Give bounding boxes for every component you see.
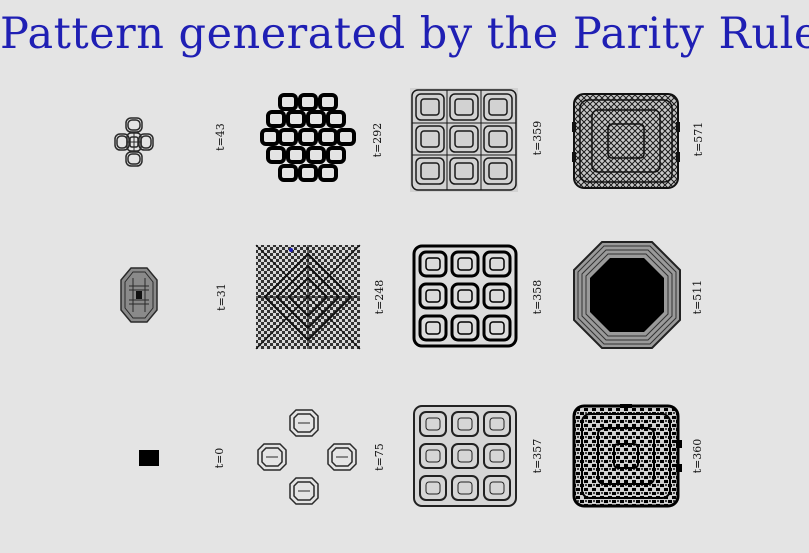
pattern-label-t75: t=75 — [373, 443, 386, 471]
pattern-t43 — [114, 117, 154, 167]
pattern-label-t0: t=0 — [213, 447, 226, 469]
pattern-t75 — [257, 409, 357, 505]
pattern-t359 — [410, 88, 518, 192]
pattern-label-t571: t=571 — [692, 121, 705, 157]
pattern-t292 — [260, 93, 356, 182]
slide-title: Pattern generated by the Parity Rule — [0, 9, 809, 59]
pattern-t31 — [120, 267, 158, 323]
pattern-label-t43: t=43 — [214, 123, 227, 151]
pattern-t358 — [412, 244, 518, 348]
pattern-label-t292: t=292 — [371, 122, 384, 158]
pattern-label-t357: t=357 — [531, 438, 544, 474]
pattern-t357 — [413, 405, 517, 507]
pattern-t511 — [573, 241, 681, 349]
pattern-label-t358: t=358 — [531, 279, 544, 315]
pattern-t360 — [572, 404, 682, 508]
pattern-label-t360: t=360 — [691, 438, 704, 474]
pattern-label-t359: t=359 — [531, 120, 544, 156]
pattern-t571 — [572, 93, 680, 189]
pattern-label-t511: t=511 — [691, 279, 704, 315]
pattern-label-t31: t=31 — [215, 283, 228, 311]
pattern-t0 — [139, 450, 159, 466]
pattern-t248 — [255, 244, 361, 350]
pattern-label-t248: t=248 — [373, 279, 386, 315]
